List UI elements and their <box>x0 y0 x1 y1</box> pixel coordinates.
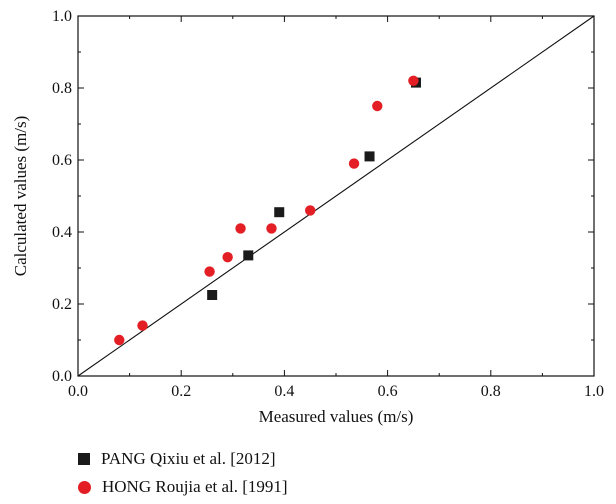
legend: PANG Qixiu et al. [2012] HONG Roujia et … <box>78 447 288 503</box>
data-point-hong <box>305 205 316 216</box>
legend-item-pang: PANG Qixiu et al. [2012] <box>78 447 288 471</box>
data-point-hong <box>222 252 233 263</box>
data-point-pang <box>364 151 375 162</box>
y-tick-label: 0.0 <box>52 368 72 385</box>
legend-item-hong: HONG Roujia et al. [1991] <box>78 475 288 499</box>
data-point-hong <box>266 223 277 234</box>
data-point-hong <box>372 100 383 112</box>
x-tick-label: 0.8 <box>481 383 501 400</box>
reference-line <box>77 15 595 377</box>
data-point-hong <box>204 266 215 277</box>
x-tick-label: 0.0 <box>68 383 88 400</box>
data-point-pang <box>207 290 218 300</box>
y-tick-label: 0.8 <box>52 80 72 97</box>
square-marker-icon <box>78 453 90 465</box>
data-point-hong <box>137 320 148 331</box>
data-point-pang <box>243 250 254 261</box>
scatter-chart: 0.0 0.2 0.4 0.6 0.8 1.0 0.0 0.2 0.4 0.6 0.8 1.0 Mea… <box>11 8 604 426</box>
y-tick-label: 1.0 <box>52 8 72 25</box>
y-tick-label: 0.6 <box>52 152 72 169</box>
x-axis-label: Measured values (m/s) <box>259 407 414 426</box>
x-tick-label: 0.6 <box>378 383 398 400</box>
circle-marker-icon <box>78 480 91 494</box>
data-point-hong <box>114 334 125 346</box>
data-point-hong <box>348 158 360 169</box>
y-tick-label: 0.4 <box>52 224 72 241</box>
x-tick-label: 0.2 <box>171 383 191 400</box>
data-point-pang <box>274 207 285 218</box>
data-point-hong <box>235 223 246 234</box>
x-tick-label: 0.4 <box>274 383 294 400</box>
x-tick-label: 1.0 <box>584 383 604 400</box>
legend-label-pang: PANG Qixiu et al. [2012] <box>101 449 276 468</box>
y-axis-label: Calculated values (m/s) <box>11 116 30 277</box>
y-tick-label: 0.2 <box>52 296 72 313</box>
legend-label-hong: HONG Roujia et al. [1991] <box>102 477 288 496</box>
data-point-hong <box>408 75 419 87</box>
